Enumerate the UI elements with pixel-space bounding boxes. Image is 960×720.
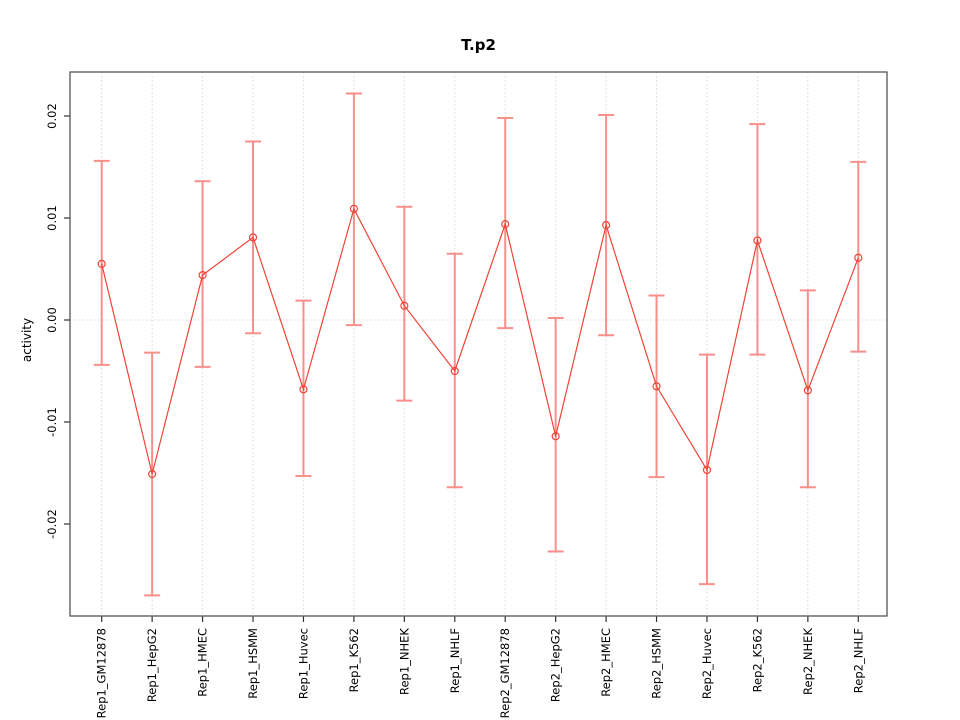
data-point xyxy=(248,233,258,242)
data-point xyxy=(349,204,358,213)
plot-border xyxy=(69,71,888,617)
data-point xyxy=(652,382,661,391)
data-point xyxy=(753,236,762,245)
x-tick-label: Rep2_NHLF xyxy=(851,628,865,693)
chart-title: T.p2 xyxy=(461,36,496,54)
data-point xyxy=(450,366,459,376)
x-tick-label: Rep1_Huvec xyxy=(296,628,310,699)
y-tick-label: 0.00 xyxy=(45,307,59,333)
x-tick-label: Rep1_HepG2 xyxy=(145,628,159,702)
data-point xyxy=(854,253,863,262)
data-point xyxy=(803,386,812,395)
y-tick-label: -0.02 xyxy=(45,509,59,539)
x-tick-label: Rep1_NHLF xyxy=(448,628,462,693)
x-tick-label: Rep2_Huvec xyxy=(700,628,714,699)
x-tick-label: Rep2_K562 xyxy=(750,628,764,692)
x-tick-label: Rep1_HSMM xyxy=(246,628,260,699)
x-tick-label: Rep1_GM12878 xyxy=(95,628,109,718)
y-tick-label: 0.01 xyxy=(45,205,59,231)
x-tick-label: Rep1_HMEC xyxy=(196,628,210,697)
data-point xyxy=(299,385,308,394)
data-point xyxy=(400,301,409,310)
y-tick-label: -0.01 xyxy=(45,407,59,437)
x-tick-label: Rep2_HMEC xyxy=(599,628,613,697)
x-tick-label: Rep2_GM12878 xyxy=(498,628,512,718)
data-point xyxy=(601,221,611,230)
data-point xyxy=(501,220,510,229)
data-point xyxy=(198,271,207,280)
data-point xyxy=(551,432,560,441)
x-tick-label: Rep1_NHEK xyxy=(397,628,411,695)
x-tick-label: Rep1_K562 xyxy=(347,628,361,692)
y-tick-label: 0.02 xyxy=(45,103,59,129)
y-axis-title: activity xyxy=(20,317,34,363)
series-line xyxy=(101,207,859,475)
x-tick-label: Rep2_NHEK xyxy=(801,628,815,695)
data-point xyxy=(148,469,157,479)
x-tick-label: Rep2_HSMM xyxy=(650,628,664,699)
data-point xyxy=(97,259,106,268)
data-point xyxy=(702,465,712,475)
x-tick-label: Rep2_HepG2 xyxy=(549,628,563,702)
